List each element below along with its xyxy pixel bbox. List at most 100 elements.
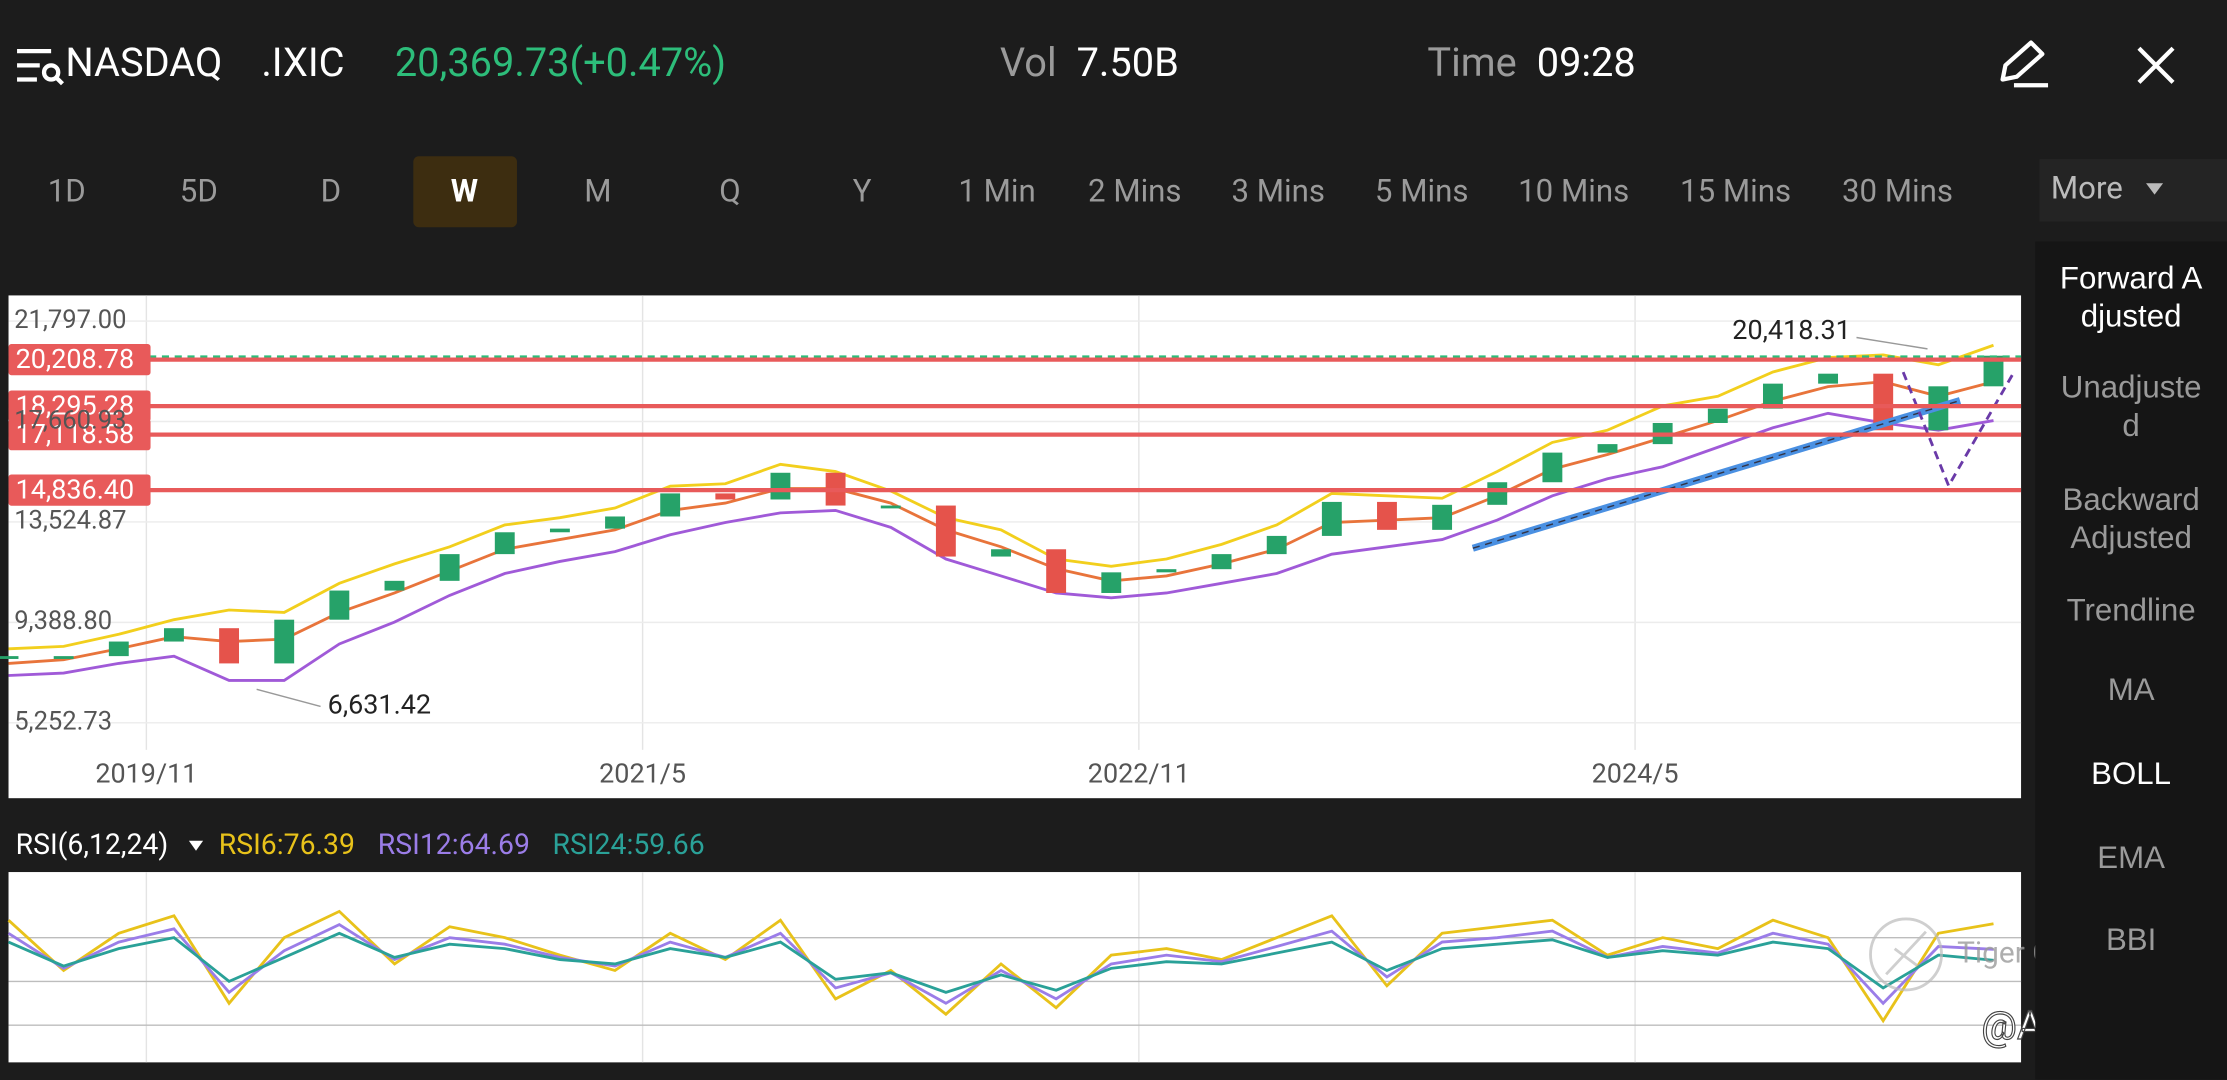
level-tag	[8, 474, 151, 506]
y-tick-label: 17,660.93	[14, 405, 126, 435]
candle	[605, 516, 625, 529]
candle	[1156, 569, 1177, 573]
side-menu-item[interactable]: BBI	[2105, 921, 2157, 958]
timeframe-tab[interactable]: Y	[853, 172, 872, 209]
timeframe-tab[interactable]: 30 Mins	[1842, 172, 1953, 209]
candle	[494, 532, 515, 555]
legend-entry: RSI12:64.69	[378, 828, 530, 861]
close-icon[interactable]	[2137, 46, 2175, 84]
annotation-label: 6,631.42	[328, 689, 431, 721]
candle	[1101, 572, 1122, 593]
candle	[1818, 373, 1839, 384]
side-menu: Forward Adjusted Unadjusted Backward Adjus…	[2035, 241, 2227, 1080]
active-timeframe-bg	[413, 156, 517, 228]
candle	[549, 528, 570, 533]
candle	[1542, 452, 1563, 483]
annotation-leader	[1856, 336, 1928, 350]
grid	[8, 295, 2022, 1063]
side-menu-item[interactable]: Unadjusted	[2060, 369, 2202, 444]
legend-entry: RSI6:76.39	[219, 828, 355, 861]
side-menu-item[interactable]: Backward Adjusted	[2062, 481, 2200, 556]
candle	[1873, 373, 1894, 431]
candle	[163, 628, 184, 642]
annotation-label: 20,418.31	[1732, 314, 1851, 346]
boll-line	[8, 411, 1994, 682]
timeframe-tab[interactable]: 1D	[48, 172, 86, 209]
watermark-logo	[1869, 917, 1943, 992]
candle	[660, 493, 681, 517]
rsi-line	[7, 909, 1994, 1024]
candle	[1983, 355, 2004, 387]
level-label: 14,836.40	[16, 474, 135, 506]
more-label[interactable]: More	[2051, 170, 2123, 207]
candle	[274, 619, 295, 664]
legend-entry: RSI24:59.66	[552, 828, 704, 861]
timeframe-tab[interactable]: 10 Mins	[1518, 172, 1629, 209]
candle	[935, 505, 956, 557]
more-caret	[2146, 183, 2164, 195]
menu-icon[interactable]	[17, 48, 64, 86]
x-tick-label: 2022/11	[1088, 758, 1190, 790]
rsi-line	[7, 922, 1994, 1006]
side-menu-item[interactable]: BOLL	[2091, 755, 2172, 792]
candle	[0, 656, 19, 659]
timeframe-tab[interactable]: D	[321, 172, 342, 209]
y-tick-label: 5,252.73	[14, 707, 112, 737]
symbol-name: NASDAQ	[65, 39, 222, 86]
candle	[219, 628, 240, 664]
candle	[1211, 554, 1232, 570]
timeframe-tab[interactable]: Q	[719, 172, 741, 209]
side-menu-item[interactable]: MA	[2107, 671, 2155, 708]
level-label: 17,118.58	[16, 418, 135, 450]
timeframe-tab[interactable]: 5D	[180, 172, 218, 209]
candle	[439, 554, 460, 581]
candle	[384, 580, 405, 591]
timeframe-tab[interactable]: 15 Mins	[1680, 172, 1791, 209]
candle	[991, 549, 1011, 557]
candle	[1762, 383, 1783, 409]
quote: 20,369.73(+0.47%)	[395, 39, 726, 86]
side-menu-item[interactable]: Forward Adjusted	[2059, 259, 2203, 334]
candle	[1707, 408, 1728, 423]
level-label: 20,208.78	[16, 343, 135, 375]
level-tag	[8, 390, 151, 422]
side-menu-item[interactable]: EMA	[2097, 839, 2165, 875]
level-tag	[8, 419, 151, 451]
candle	[1321, 501, 1342, 536]
candle	[1487, 482, 1508, 505]
candle	[770, 472, 791, 500]
timeframe-tab[interactable]: M	[584, 172, 611, 209]
x-tick-label: 2024/5	[1592, 758, 1679, 790]
timeframe-tab[interactable]: 1 Min	[958, 172, 1035, 209]
rsi-title[interactable]: RSI(6,12,24)	[16, 828, 169, 861]
edit-icon[interactable]	[2000, 40, 2049, 88]
rsi-line	[7, 931, 1994, 994]
x-tick-label: 2019/11	[95, 758, 197, 790]
y-tick-label: 9,388.80	[14, 606, 112, 636]
price-pane	[8, 295, 2022, 799]
timeframe-tab[interactable]: 5 Mins	[1375, 172, 1469, 209]
more-button[interactable]	[2039, 159, 2227, 222]
x-tick-label: 2021/5	[599, 758, 686, 790]
candle	[1597, 444, 1618, 453]
candle	[53, 656, 74, 659]
timeframe-tab[interactable]: 3 Mins	[1231, 172, 1325, 209]
level-tag	[8, 344, 151, 376]
side-menu-item[interactable]: Trendline	[2066, 592, 2196, 628]
vol-value: 7.50B	[1077, 39, 1179, 86]
candle	[108, 641, 129, 657]
annotation-leader	[256, 688, 321, 708]
time-value: 09:28	[1537, 39, 1636, 86]
vol-label: Vol	[1000, 39, 1057, 86]
timeframe-tab[interactable]: W	[451, 172, 478, 209]
time-label: Time	[1427, 39, 1516, 86]
timeframe-tab[interactable]: 2 Mins	[1088, 172, 1182, 209]
candle	[329, 590, 350, 620]
y-tick-label: 13,524.87	[14, 506, 126, 536]
trendline-dash	[1472, 399, 1961, 549]
candle	[715, 493, 736, 500]
